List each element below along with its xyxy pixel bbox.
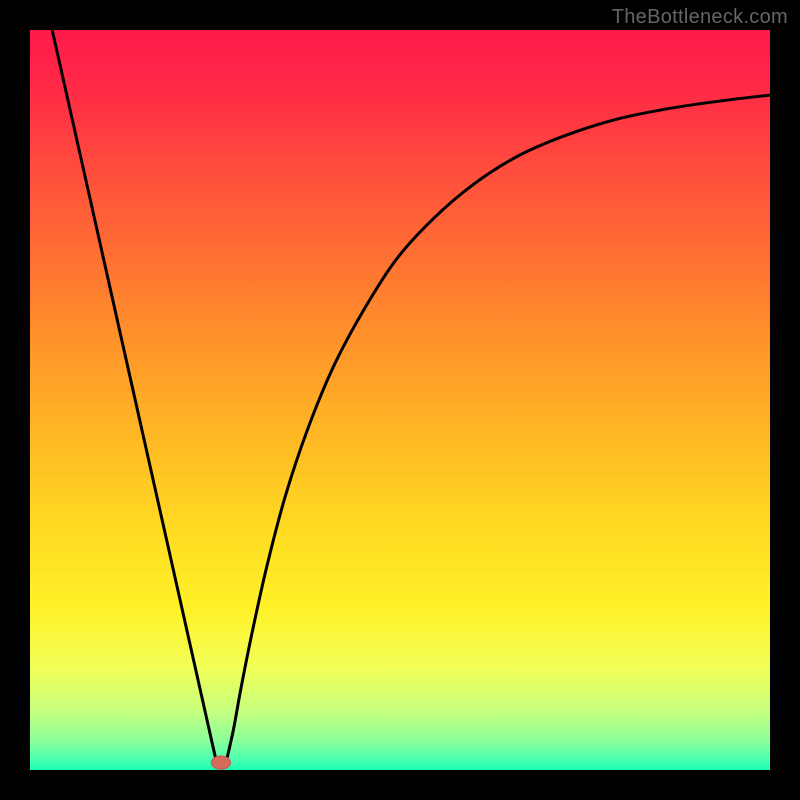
chart-root: TheBottleneck.com <box>0 0 800 800</box>
chart-frame <box>0 0 800 800</box>
